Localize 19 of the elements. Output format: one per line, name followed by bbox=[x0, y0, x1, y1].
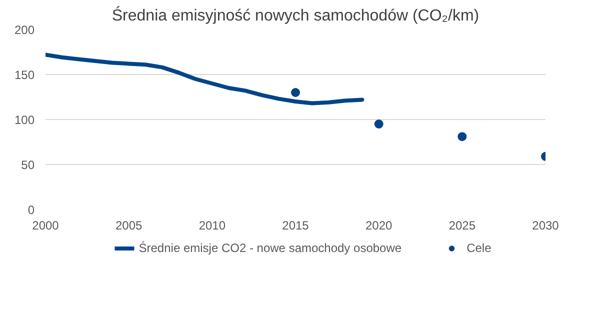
x-tick-label: 2010 bbox=[198, 218, 226, 232]
y-tick-label: 100 bbox=[14, 113, 35, 127]
y-tick-label: 0 bbox=[28, 203, 35, 217]
x-tick-label: 2030 bbox=[532, 218, 560, 232]
legend-label: Średnie emisje CO2 - nowe samochody osobowe bbox=[138, 241, 402, 255]
point bbox=[291, 88, 300, 97]
chart-title: Średnia emisyjność nowych samochodów (CO₂/km) bbox=[112, 6, 480, 24]
x-tick-label: 2015 bbox=[282, 218, 310, 232]
point bbox=[458, 132, 467, 142]
x-tick-label: 2000 bbox=[32, 218, 60, 232]
y-tick-label: 200 bbox=[14, 23, 35, 37]
line-series bbox=[46, 52, 364, 106]
legend-label: Cele bbox=[466, 241, 492, 255]
point bbox=[374, 120, 384, 128]
y-tick-label: 150 bbox=[14, 68, 35, 82]
y-tick-label: 50 bbox=[21, 158, 35, 172]
x-tick-label: 2005 bbox=[115, 218, 143, 232]
x-tick-label: 2020 bbox=[365, 218, 393, 232]
x-tick-label: 2025 bbox=[448, 218, 476, 232]
